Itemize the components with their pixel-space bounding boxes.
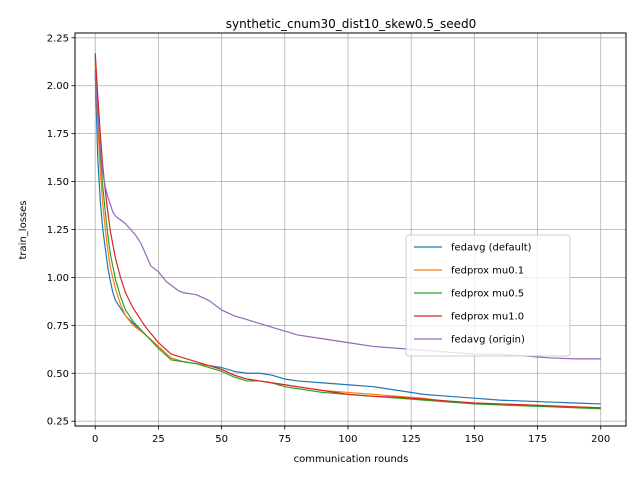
y-tick-label: 2.25 <box>47 33 69 44</box>
legend-label: fedprox mu1.0 <box>451 312 524 323</box>
axis-ticks: 0 25 50 75 100 125 150 175 200 0.25 0.50 0.75 1.00 1.… <box>47 33 611 445</box>
x-tick-label: 75 <box>278 434 291 445</box>
series-lines <box>94 53 601 410</box>
y-tick-label: 1.00 <box>47 273 69 284</box>
x-tick-label: 100 <box>338 434 357 445</box>
legend: fedavg (default) fedprox mu0.1 fedprox mu0… <box>405 234 571 357</box>
legend-box <box>405 234 571 357</box>
x-axis-title: communication rounds <box>294 454 409 465</box>
x-tick-label: 125 <box>402 434 421 445</box>
legend-label: fedavg (default) <box>451 243 532 254</box>
legend-label: fedprox mu0.5 <box>451 289 524 300</box>
x-tick-label: 25 <box>152 434 165 445</box>
y-tick-label: 0.50 <box>47 369 69 380</box>
y-tick-label: 0.75 <box>47 321 69 332</box>
y-axis-title: train_losses <box>18 201 29 260</box>
x-tick-label: 175 <box>528 434 547 445</box>
series-line-0 <box>94 70 601 405</box>
x-tick-label: 0 <box>92 434 98 445</box>
series-line-2 <box>94 56 601 410</box>
y-tick-label: 1.25 <box>47 225 69 236</box>
series-line-3 <box>94 53 601 409</box>
legend-label: fedavg (origin) <box>451 335 525 346</box>
y-tick-label: 0.25 <box>47 417 69 428</box>
y-tick-label: 2.00 <box>47 81 69 92</box>
legend-label: fedprox mu0.1 <box>451 266 524 277</box>
grid-lines <box>75 33 626 426</box>
chart-title: synthetic_cnum30_dist10_skew0.5_seed0 <box>226 17 477 31</box>
x-tick-label: 50 <box>215 434 228 445</box>
x-tick-label: 200 <box>591 434 610 445</box>
y-tick-label: 1.75 <box>47 129 69 140</box>
y-tick-label: 1.50 <box>47 177 69 188</box>
x-tick-label: 150 <box>465 434 484 445</box>
